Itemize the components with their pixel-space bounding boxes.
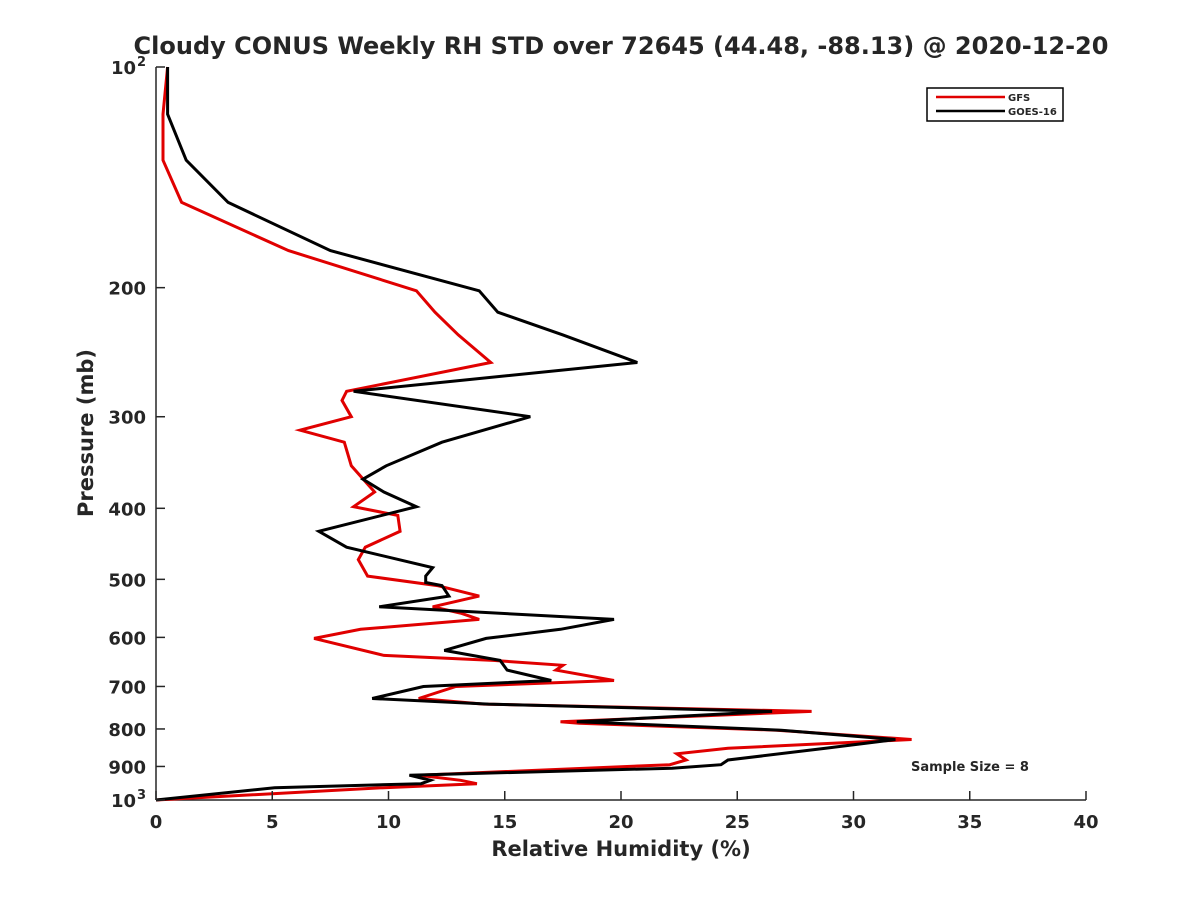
y-axis-label: Pressure (mb) (74, 349, 98, 517)
x-tick-label: 25 (725, 812, 750, 833)
y-tick-label: 500 (108, 570, 146, 591)
y-tick-label: 10 (111, 58, 136, 79)
y-tick-label: 600 (108, 628, 146, 649)
legend-label-goes16: GOES-16 (1008, 107, 1057, 118)
legend-box (926, 87, 1064, 122)
y-tick-exponent: 3 (137, 788, 146, 803)
series-line-gfs (155, 66, 912, 802)
sample-size-annotation: Sample Size = 8 (911, 760, 1029, 775)
legend: GFS GOES-16 (926, 87, 1064, 122)
y-tick-exponent: 2 (137, 55, 146, 70)
series-lines (155, 66, 912, 802)
x-tick-label: 35 (957, 812, 982, 833)
x-tick-label: 10 (376, 812, 401, 833)
y-tick-label: 400 (108, 499, 146, 520)
x-tick-label: 15 (492, 812, 517, 833)
series-line-goes16 (155, 67, 896, 802)
legend-label-gfs: GFS (1008, 93, 1030, 104)
x-tick-label: 20 (608, 812, 633, 833)
x-tick-label: 40 (1073, 812, 1098, 833)
x-tick-label: 5 (266, 812, 279, 833)
y-tick-label: 800 (108, 720, 146, 741)
y-tick-label: 10 (111, 791, 136, 812)
x-axis-ticks: 0 5 10 15 20 25 30 35 40 (150, 791, 1099, 833)
y-tick-label: 700 (108, 677, 146, 698)
x-axis-label: Relative Humidity (%) (491, 837, 750, 861)
x-tick-label: 0 (150, 812, 163, 833)
y-tick-label: 200 (108, 279, 146, 300)
chart-title: Cloudy CONUS Weekly RH STD over 72645 (4… (134, 32, 1109, 60)
x-tick-label: 30 (841, 812, 866, 833)
plot-area (155, 66, 1086, 802)
y-tick-label: 900 (108, 757, 146, 778)
y-tick-label: 300 (108, 408, 146, 429)
